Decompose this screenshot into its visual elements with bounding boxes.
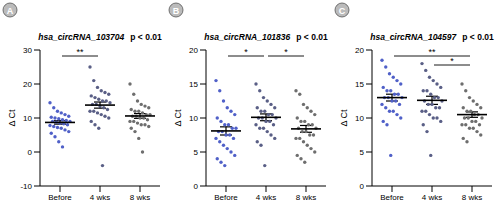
svg-text:8 wks: 8 wks	[296, 193, 316, 202]
svg-text:4 wks: 4 wks	[422, 193, 442, 202]
svg-text:20: 20	[355, 46, 364, 55]
svg-text:5: 5	[194, 148, 199, 157]
svg-text:**: **	[76, 47, 84, 57]
svg-text:10: 10	[355, 114, 364, 123]
svg-text:Before: Before	[48, 193, 72, 202]
svg-text:Before: Before	[214, 193, 238, 202]
svg-text:*: *	[244, 47, 248, 57]
svg-text:30: 30	[23, 46, 32, 55]
svg-text:4 wks: 4 wks	[256, 193, 276, 202]
svg-text:*: *	[450, 56, 454, 66]
svg-text:20: 20	[189, 46, 198, 55]
svg-text:10: 10	[189, 114, 198, 123]
svg-text:8 wks: 8 wks	[130, 193, 150, 202]
svg-text:hsa_circRNA_103704p < 0.01: hsa_circRNA_103704p < 0.01	[38, 32, 162, 42]
svg-text:Before: Before	[380, 193, 404, 202]
svg-text:0: 0	[28, 148, 33, 157]
svg-text:-10: -10	[20, 182, 32, 191]
svg-text:B: B	[173, 6, 180, 16]
svg-text:15: 15	[189, 80, 198, 89]
svg-text:**: **	[428, 47, 436, 57]
svg-text:4 wks: 4 wks	[90, 193, 110, 202]
svg-text:15: 15	[355, 80, 364, 89]
svg-text:Δ Ct: Δ Ct	[339, 109, 349, 127]
svg-text:5: 5	[360, 148, 365, 157]
svg-text:0: 0	[194, 182, 199, 191]
svg-text:hsa_circRNA_101836p < 0.01: hsa_circRNA_101836p < 0.01	[204, 32, 328, 42]
svg-text:20: 20	[23, 80, 32, 89]
svg-text:*: *	[284, 47, 288, 57]
svg-text:10: 10	[23, 114, 32, 123]
svg-text:hsa_circRNA_104597p < 0.01: hsa_circRNA_104597p < 0.01	[370, 32, 492, 42]
svg-text:Δ Ct: Δ Ct	[8, 109, 17, 127]
svg-text:A: A	[8, 6, 14, 16]
svg-text:8 wks: 8 wks	[462, 193, 482, 202]
svg-text:0: 0	[360, 182, 365, 191]
svg-text:C: C	[339, 6, 346, 16]
svg-text:Δ Ct: Δ Ct	[173, 109, 183, 127]
